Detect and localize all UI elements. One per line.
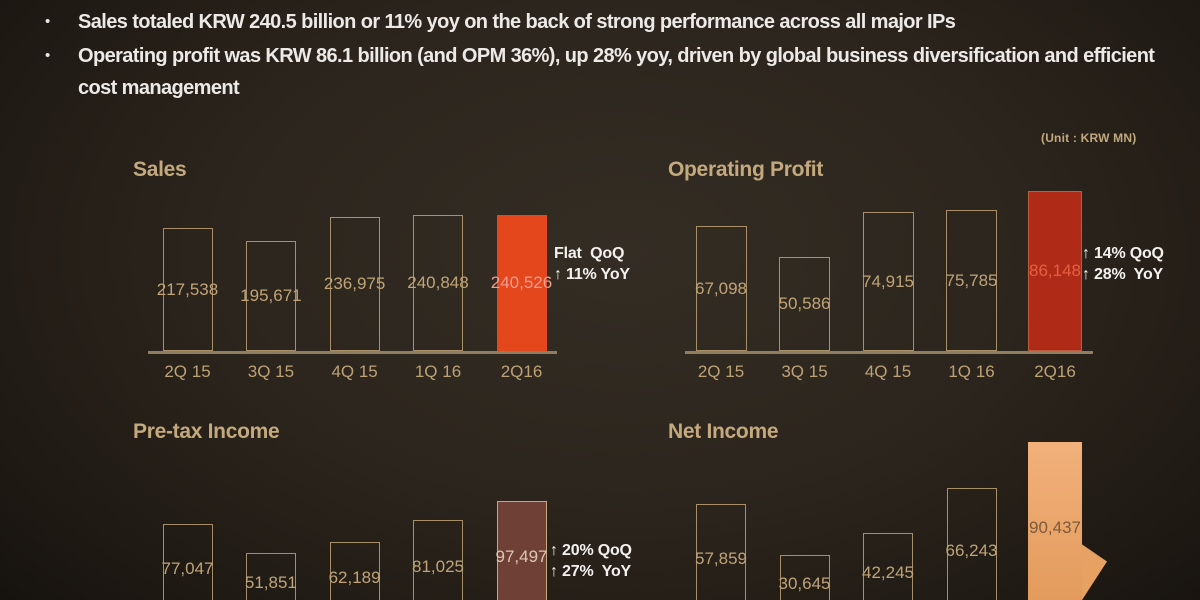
x-axis-label: 1Q 16: [414, 362, 462, 381]
bar-value-label: 77,047: [161, 558, 214, 578]
sales-chart-title: Sales: [133, 158, 187, 181]
bar: [329, 542, 380, 600]
annotation-line: ↑ 11% YoY: [554, 266, 630, 283]
bar-value-label: 62,189: [328, 567, 381, 587]
bar: [946, 210, 997, 351]
bar: [162, 228, 213, 351]
bar: [162, 524, 213, 600]
bar: [779, 257, 830, 351]
bar-value-label: 195,671: [240, 286, 302, 305]
bar: [779, 555, 830, 600]
unit-label: (Unit : KRW MN): [1041, 131, 1137, 145]
bullet-text-sales: Sales totaled KRW 240.5 billion or 11% y…: [78, 11, 956, 33]
bar: [696, 504, 746, 600]
bar-value-label: 30,645: [778, 574, 831, 593]
bar: [245, 241, 296, 351]
growth-annotation: ↑ 20% QoQ ↑ 27% YoY: [550, 540, 632, 582]
bar-value-label: 90,437: [1029, 517, 1081, 537]
x-axis-line: [148, 351, 557, 354]
annotation-line: ↑ 20% QoQ: [550, 542, 632, 559]
highlight-bar: [496, 501, 547, 600]
bar-value-label: 97,497: [495, 547, 548, 566]
x-axis-label: 3Q 15: [781, 362, 828, 381]
bullet-dot: •: [45, 13, 51, 30]
bar-value-label: 51,851: [244, 573, 297, 592]
annotation-line: ↑ 14% QoQ: [1082, 245, 1164, 262]
annotation-line: Flat QoQ: [554, 245, 625, 262]
bullet-dot: •: [45, 47, 51, 64]
summary-bullets: • Sales totaled KRW 240.5 billion or 11%…: [45, 6, 1157, 106]
bar: [413, 215, 463, 351]
growth-annotation: ↑ 14% QoQ ↑ 28% YoY: [1082, 243, 1164, 285]
x-axis-label: 2Q 15: [164, 362, 211, 381]
x-axis-label: 3Q 15: [247, 362, 295, 381]
bar-value-label: 236,975: [323, 274, 386, 293]
bar: [245, 553, 296, 600]
bar-value-label: 66,243: [945, 540, 998, 560]
highlight-bar: [496, 215, 547, 351]
bar-value-label: 75,785: [945, 270, 998, 290]
bar-value-label: 67,098: [695, 278, 747, 298]
bar-value-label: 240,848: [407, 273, 469, 292]
pointer-arrow-shape: [1080, 543, 1107, 600]
x-axis-label: 4Q 15: [331, 362, 378, 381]
bullet-text-operating-profit: Operating profit was KRW 86.1 billion (a…: [78, 45, 1155, 99]
x-axis-label: 4Q 15: [864, 362, 912, 381]
bar-value-label: 81,025: [412, 556, 464, 576]
x-axis-label: 1Q 16: [948, 362, 995, 381]
highlight-bar: [1028, 191, 1082, 351]
bar-value-label: 42,245: [862, 563, 914, 582]
net-income-chart-title: Net Income: [668, 420, 779, 443]
growth-annotation: Flat QoQ ↑ 11% YoY: [554, 243, 630, 285]
bar-value-label: 240,526: [490, 273, 553, 292]
bar-value-label: 74,915: [862, 271, 914, 291]
bullet-item-1: • Sales totaled KRW 240.5 billion or 11%…: [45, 6, 1157, 38]
bar: [695, 226, 747, 351]
bar: [413, 520, 463, 600]
x-axis-label: 2Q 15: [697, 362, 745, 381]
bar-value-label: 217,538: [156, 279, 219, 299]
bar: [329, 217, 380, 351]
bullet-item-2: • Operating profit was KRW 86.1 billion …: [45, 40, 1157, 104]
annotation-line: ↑ 27% YoY: [550, 563, 632, 580]
operating-profit-chart-title: Operating Profit: [668, 158, 824, 181]
bar: [863, 533, 913, 600]
x-axis-line: [685, 351, 1093, 354]
x-axis-label: 2Q16: [500, 362, 543, 381]
bar-value-label: 57,859: [695, 548, 747, 568]
x-axis-label: 2Q16: [1034, 362, 1076, 381]
bar: [946, 488, 997, 600]
annotation-line: ↑ 28% YoY: [1082, 266, 1164, 283]
bar: [862, 212, 914, 351]
pretax-income-chart-title: Pre-tax Income: [133, 420, 280, 443]
highlight-bar: [1028, 442, 1082, 600]
bar-value-label: 50,586: [778, 294, 831, 313]
bar-value-label: 86,148: [1029, 261, 1081, 280]
